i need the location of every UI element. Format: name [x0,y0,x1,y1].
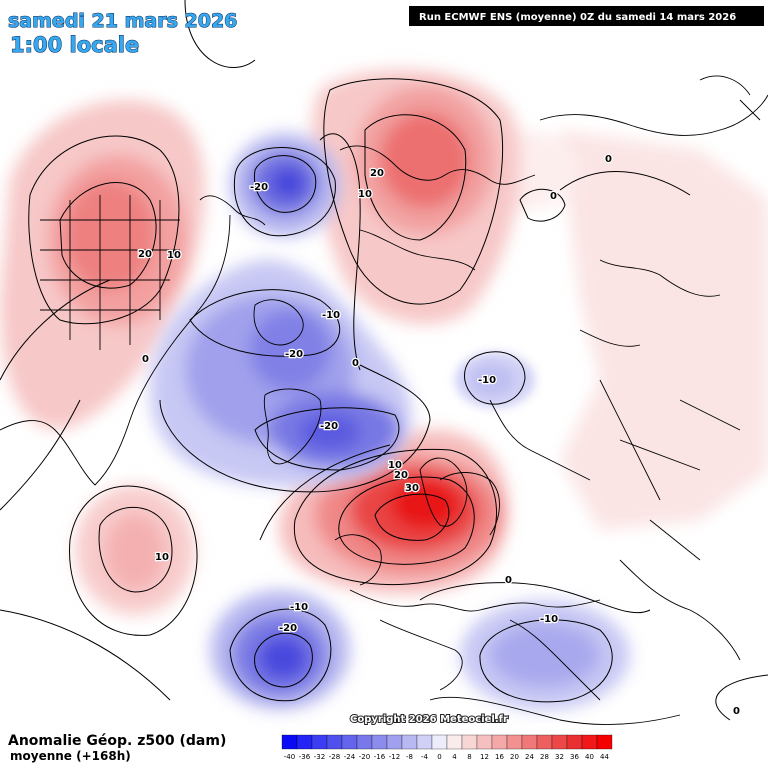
legend-swatch [566,734,583,750]
legend-swatch [416,734,433,750]
label-greenland-neg: -20 [320,421,338,432]
legend-tick-label: -24 [344,753,356,761]
run-info-box [409,6,764,26]
legend-tick-label: -20 [359,753,370,761]
legend-swatch [311,734,328,750]
label-na-pos: 20 [138,249,152,260]
anomaly-shading [0,69,768,710]
legend-tick-label: 12 [480,753,489,761]
label-canada-neg-outer: -10 [322,310,340,321]
legend-swatch [281,734,298,750]
legend-tick-label: -28 [329,753,340,761]
label-europe-zero: 0 [505,575,512,586]
label-arctic-pos-outer: 10 [358,189,372,200]
legend-swatch [491,734,508,750]
legend-tick-label: 0 [437,753,441,761]
label-pacific-pos: 10 [155,552,169,563]
label-scand-pos-core: 30 [405,483,419,494]
aleutian-negative-anomaly [230,133,340,237]
label-canada-neg: -20 [285,349,303,360]
label-scand-pos-outer: 10 [388,460,402,471]
map-title: Anomalie Géop. z500 (dam) [8,733,226,749]
legend-swatch [341,734,358,750]
contour-labels: 20 10 0 -20 20 10 0 0 -20 -10 0 -20 -10 … [137,153,742,719]
legend-tick-label: -12 [389,753,400,761]
arctic-positive-anomaly [311,69,520,325]
run-info: Run ECMWF ENS (moyenne) 0Z du samedi 14 … [419,12,736,23]
legend-tick-label: 16 [495,753,504,761]
legend-swatch [446,734,463,750]
barents-negative-anomaly [455,352,535,408]
north-america-positive-anomaly [0,99,205,431]
label-mediterranean-neg: -10 [540,614,558,625]
legend-swatch [356,734,373,750]
label-atlantic-neg-outer: -10 [290,602,308,613]
legend-swatch [506,734,523,750]
legend-swatch [596,734,613,750]
legend-tick-label: 36 [570,753,579,761]
legend-tick-label: -4 [421,753,429,761]
legend-tick-label: 24 [525,753,534,761]
legend-swatch [326,734,343,750]
label-siberia-zero-1: 0 [605,154,612,165]
forecast-local-time: 1:00 locale [10,33,139,57]
pacific-positive-anomaly [75,485,195,615]
legend-tick-label: 4 [452,753,457,761]
legend-tick-label: -36 [299,753,311,761]
legend-tick-label: 8 [467,753,471,761]
coastlines [0,75,768,726]
legend-tick-label: 40 [585,753,594,761]
legend-swatch [401,734,418,750]
label-barents-neg: -10 [478,375,496,386]
legend-swatch [371,734,388,750]
legend-tick-label: 20 [510,753,519,761]
label-arctic-pos: 20 [370,168,384,179]
legend-tick-label: -40 [284,753,295,761]
legend-swatch [431,734,448,750]
atlantic-negative-anomaly [210,590,350,710]
legend-tick-label: -32 [314,753,325,761]
contour-lines [0,0,768,721]
legend-swatch [551,734,568,750]
copyright: Copyright 2026 Meteociel.fr [350,714,508,725]
legend-swatch [536,734,553,750]
label-greenland-zero: 0 [352,358,359,369]
label-siberia-zero-2: 0 [550,191,557,202]
legend-swatch [581,734,598,750]
label-east-na-zero: 0 [142,354,149,365]
map-subtitle: moyenne (+168h) [10,749,131,763]
legend-swatch [476,734,493,750]
color-legend: -40 -36 -32 -28 -24 -20 -16 -12 -8 -4 0 4 8 12 16 20 24 2… [281,734,613,761]
label-atlantic-neg-core: -20 [279,623,297,634]
legend-tick-label: 32 [555,753,564,761]
legend-swatch [386,734,403,750]
label-aleut-neg: -20 [250,182,268,193]
canada-greenland-negative-anomaly [150,259,412,487]
label-asia-zero: 0 [733,706,740,717]
forecast-date: samedi 21 mars 2026 [8,10,237,32]
label-scand-pos-mid: 20 [394,470,408,481]
legend-tick-label: -16 [374,753,386,761]
legend-tick-label: 44 [600,753,609,761]
mediterranean-negative-anomaly [460,600,630,710]
legend-tick-label: -8 [406,753,413,761]
legend-swatch [296,734,313,750]
legend-swatch [521,734,538,750]
legend-tick-label: 28 [540,753,549,761]
label-na-pos-outer: 10 [167,250,181,261]
legend-swatch [461,734,478,750]
